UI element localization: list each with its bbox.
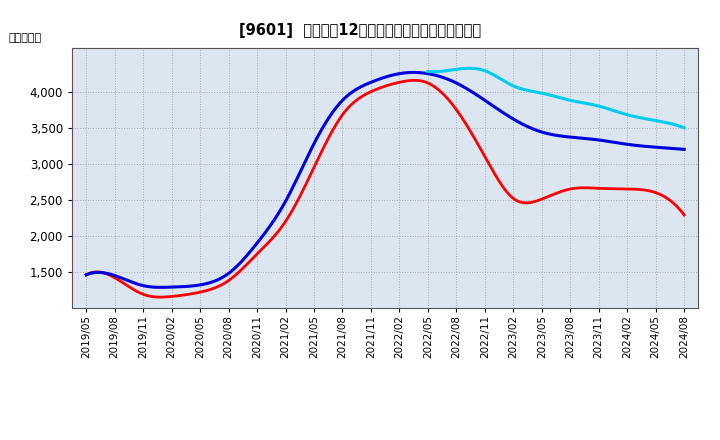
Y-axis label: （百万円）: （百万円） bbox=[9, 33, 42, 43]
Text: [9601]  経常利益12か月移動合計の標準偏差の推移: [9601] 経常利益12か月移動合計の標準偏差の推移 bbox=[239, 23, 481, 38]
